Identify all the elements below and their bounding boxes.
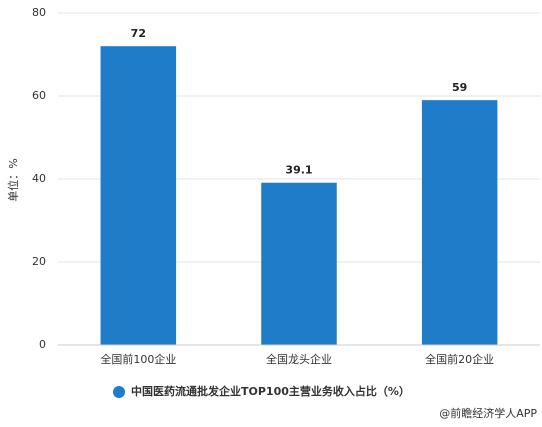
data-label: 59 <box>452 81 467 94</box>
legend-marker <box>113 386 125 398</box>
x-tick-label: 全国前100企业 <box>100 352 176 366</box>
y-tick-label: 60 <box>32 89 46 102</box>
y-axis-label: 单位：% <box>6 158 20 201</box>
y-tick-label: 0 <box>39 338 46 351</box>
x-tick-label: 全国前20企业 <box>425 352 494 366</box>
legend-label: 中国医药流通批发企业TOP100主营业务收入占比（%） <box>131 384 410 398</box>
x-tick-label: 全国龙头企业 <box>266 352 332 366</box>
bar <box>421 100 498 346</box>
data-label: 72 <box>131 27 146 40</box>
source: @前瞻经济学人APP <box>439 406 537 420</box>
bar <box>261 182 337 345</box>
y-tick-label: 40 <box>32 172 46 185</box>
data-label: 39.1 <box>285 164 312 177</box>
y-tick-label: 80 <box>32 6 46 19</box>
y-tick-label: 20 <box>32 255 46 268</box>
bar <box>100 46 177 345</box>
